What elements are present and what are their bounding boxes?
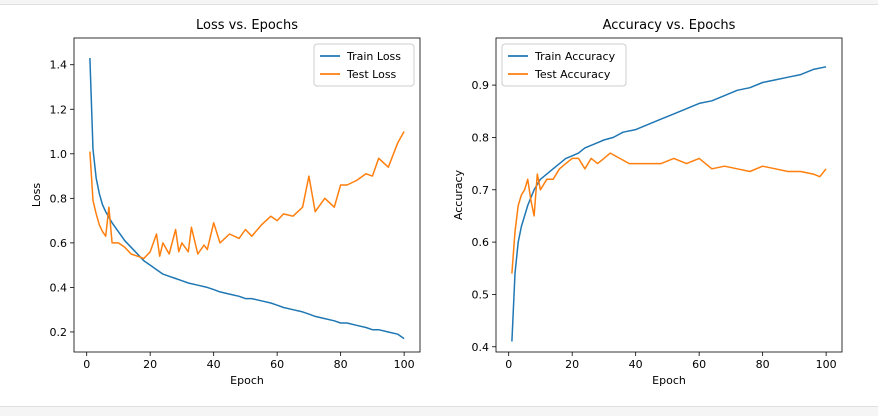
- chart-title: Accuracy vs. Epochs: [603, 18, 736, 33]
- x-tick-label: 60: [692, 358, 706, 371]
- series-lines: [511, 66, 827, 342]
- legend-box: [501, 43, 627, 87]
- y-tick-label: 0.4: [50, 281, 68, 294]
- y-tick-label: 1.4: [50, 59, 68, 72]
- y-tick-label: 0.7: [472, 184, 490, 197]
- chart-loss: 0 20 40 60 80 100 0.2 0.4 0.6 0.8 1.0 1.2 1.4 Loss vs…: [30, 18, 421, 387]
- x-tick-label: 20: [143, 358, 157, 371]
- x-tick-label: 100: [394, 358, 415, 371]
- plot-frame: [73, 37, 421, 353]
- x-tick-label: 80: [334, 358, 348, 371]
- notebook-bottom-bar: [0, 406, 878, 416]
- plot-frame: [495, 37, 843, 353]
- x-tick-label: 0: [83, 358, 90, 371]
- series-lines: [89, 57, 405, 340]
- legend-label: Test Accuracy: [534, 68, 611, 81]
- x-axis-label: Epoch: [230, 374, 264, 387]
- chart-accuracy: 0 20 40 60 80 100 0.4 0.5 0.6 0.7 0.8 0.9 Accuracy v…: [452, 18, 843, 387]
- y-tick-label: 0.6: [472, 236, 490, 249]
- series-line-test-accuracy: [511, 152, 827, 274]
- legend-label: Train Accuracy: [534, 50, 616, 63]
- x-tick-label: 40: [629, 358, 643, 371]
- y-tick-label: 0.4: [472, 341, 490, 354]
- x-axis-label: Epoch: [652, 374, 686, 387]
- x-tick-label: 20: [565, 358, 579, 371]
- y-tick-label: 0.9: [472, 79, 490, 92]
- legend-label: Train Loss: [346, 50, 401, 63]
- y-axis-label: Loss: [30, 183, 43, 207]
- y-tick-label: 0.2: [50, 326, 68, 339]
- notebook-top-bar: [0, 0, 878, 5]
- x-tick-label: 80: [756, 358, 770, 371]
- legend-box: [313, 43, 415, 87]
- y-tick-label: 1.0: [50, 148, 68, 161]
- y-tick-label: 1.2: [50, 103, 68, 116]
- series-line-train-accuracy: [511, 66, 827, 342]
- y-tick-label: 0.8: [50, 192, 68, 205]
- x-tick-label: 60: [270, 358, 284, 371]
- x-tick-label: 100: [816, 358, 837, 371]
- legend-label: Test Loss: [346, 68, 397, 81]
- legend: Train Accuracy Test Accuracy: [501, 43, 627, 87]
- y-axis-label: Accuracy: [452, 169, 465, 220]
- y-tick-label: 0.6: [50, 237, 68, 250]
- series-line-test-loss: [89, 131, 405, 260]
- y-tick-label: 0.5: [472, 288, 490, 301]
- x-tick-label: 0: [505, 358, 512, 371]
- chart-title: Loss vs. Epochs: [196, 18, 298, 33]
- y-tick-label: 0.8: [472, 131, 490, 144]
- x-tick-label: 40: [207, 358, 221, 371]
- series-line-train-loss: [89, 57, 405, 340]
- legend: Train Loss Test Loss: [313, 43, 415, 87]
